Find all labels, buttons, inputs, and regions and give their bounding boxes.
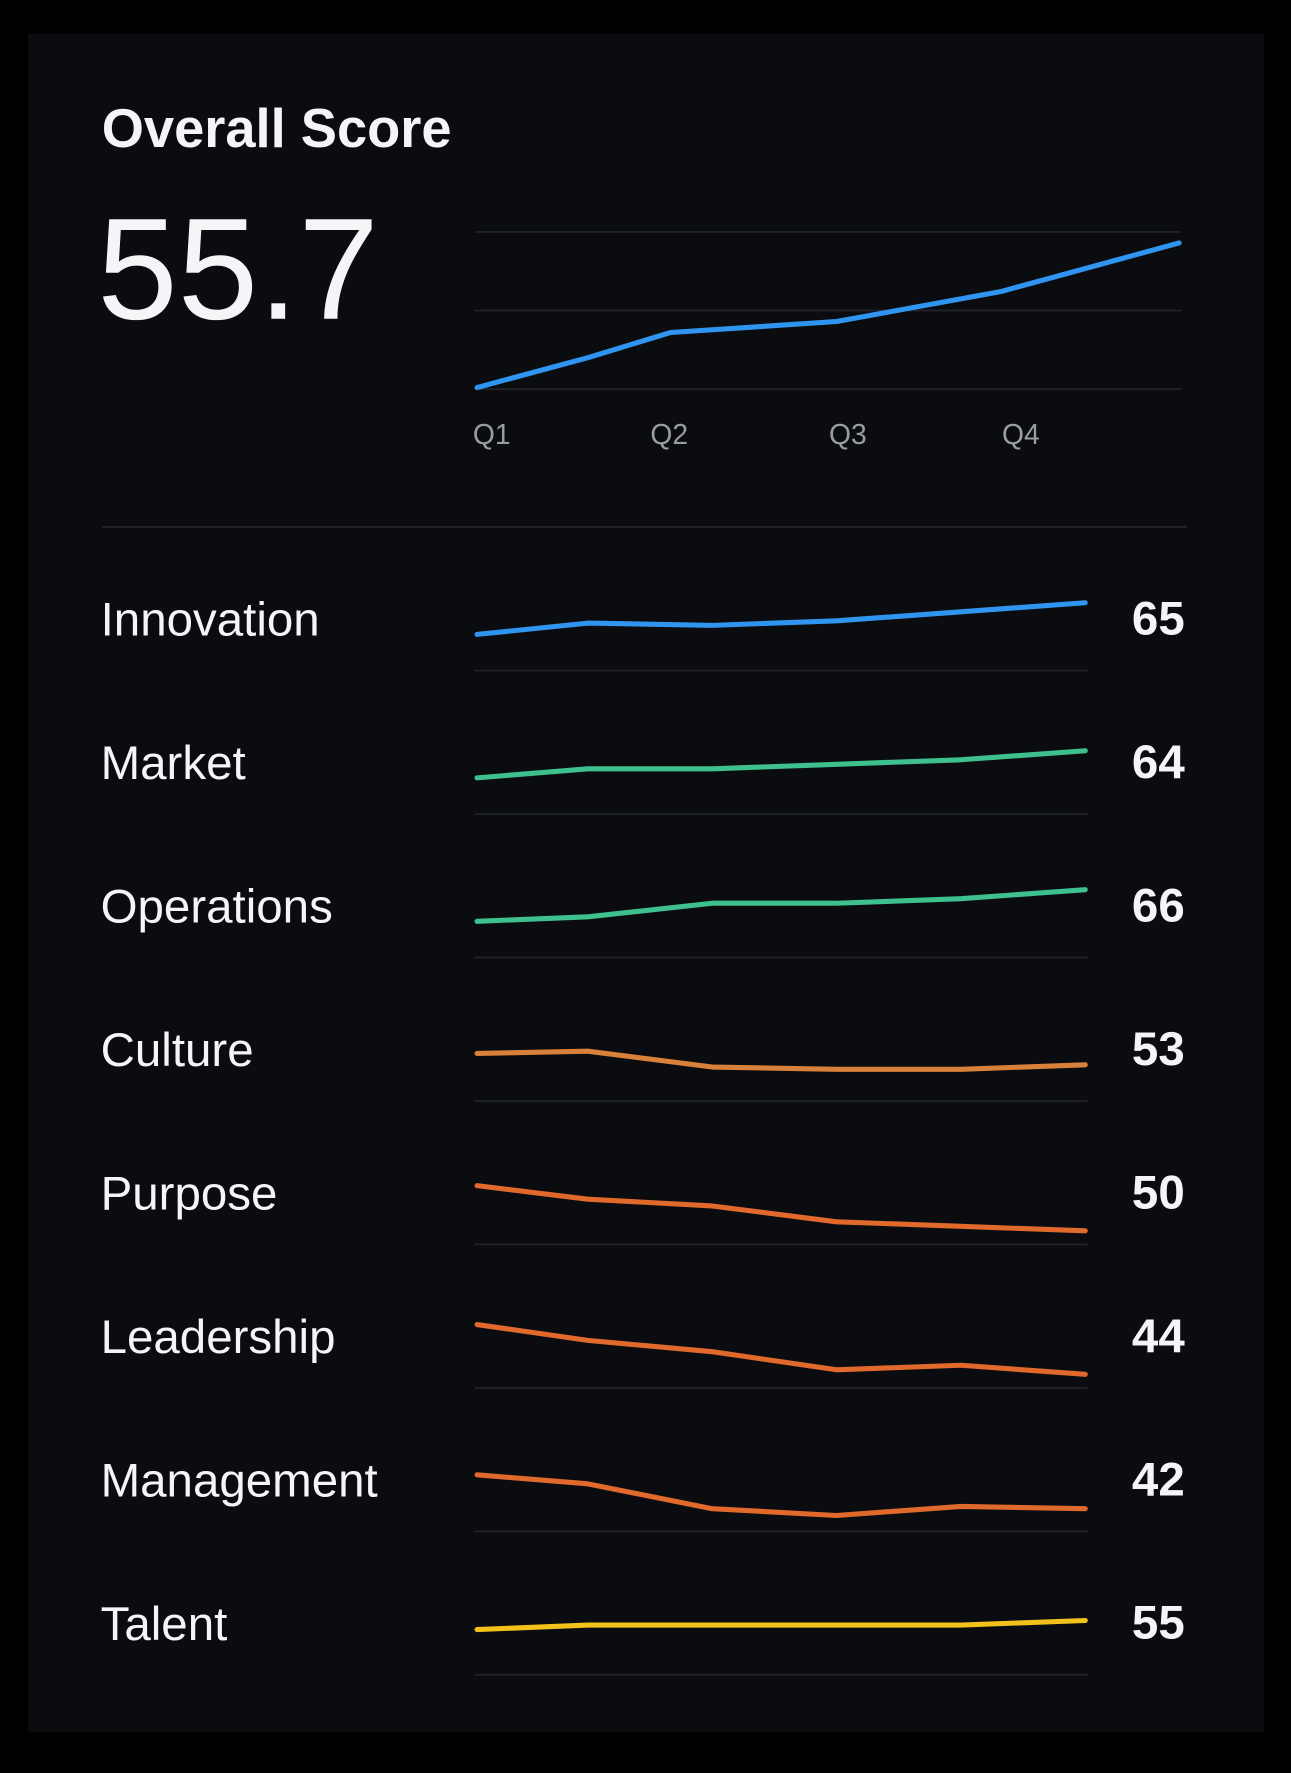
card bbox=[28, 34, 1264, 1733]
row-label: Talent bbox=[101, 1598, 228, 1651]
x-tick-label: Q2 bbox=[650, 418, 688, 450]
x-tick-label: Q4 bbox=[1002, 418, 1040, 450]
row-score: 44 bbox=[1132, 1310, 1185, 1363]
sparkline bbox=[474, 240, 1182, 391]
sparkline bbox=[474, 1048, 1088, 1072]
row-label: Culture bbox=[101, 1024, 254, 1077]
row-label: Innovation bbox=[101, 594, 320, 647]
sparkline bbox=[474, 887, 1088, 924]
sparkline bbox=[474, 600, 1088, 637]
sparkline bbox=[474, 1322, 1088, 1377]
row-score: 53 bbox=[1132, 1023, 1185, 1076]
row-score: 55 bbox=[1132, 1597, 1185, 1650]
title: Overall Score bbox=[102, 99, 452, 159]
row-score: 50 bbox=[1132, 1166, 1185, 1219]
x-tick-label: Q1 bbox=[473, 418, 511, 450]
row-label: Management bbox=[101, 1454, 378, 1507]
row-score: 42 bbox=[1132, 1453, 1185, 1506]
sparkline bbox=[474, 1617, 1088, 1633]
row-score: 65 bbox=[1132, 593, 1185, 646]
row-label: Purpose bbox=[101, 1167, 278, 1220]
sparkline bbox=[474, 1472, 1088, 1519]
row-label: Operations bbox=[101, 881, 333, 934]
row-score: 64 bbox=[1132, 736, 1185, 789]
row-label: Market bbox=[101, 737, 246, 790]
row-score: 66 bbox=[1132, 879, 1185, 932]
overall-score: 55.7 bbox=[97, 188, 379, 350]
x-tick-label: Q3 bbox=[829, 418, 867, 450]
sparkline bbox=[474, 748, 1088, 781]
sparkline bbox=[474, 1183, 1088, 1234]
row-label: Leadership bbox=[101, 1311, 336, 1364]
